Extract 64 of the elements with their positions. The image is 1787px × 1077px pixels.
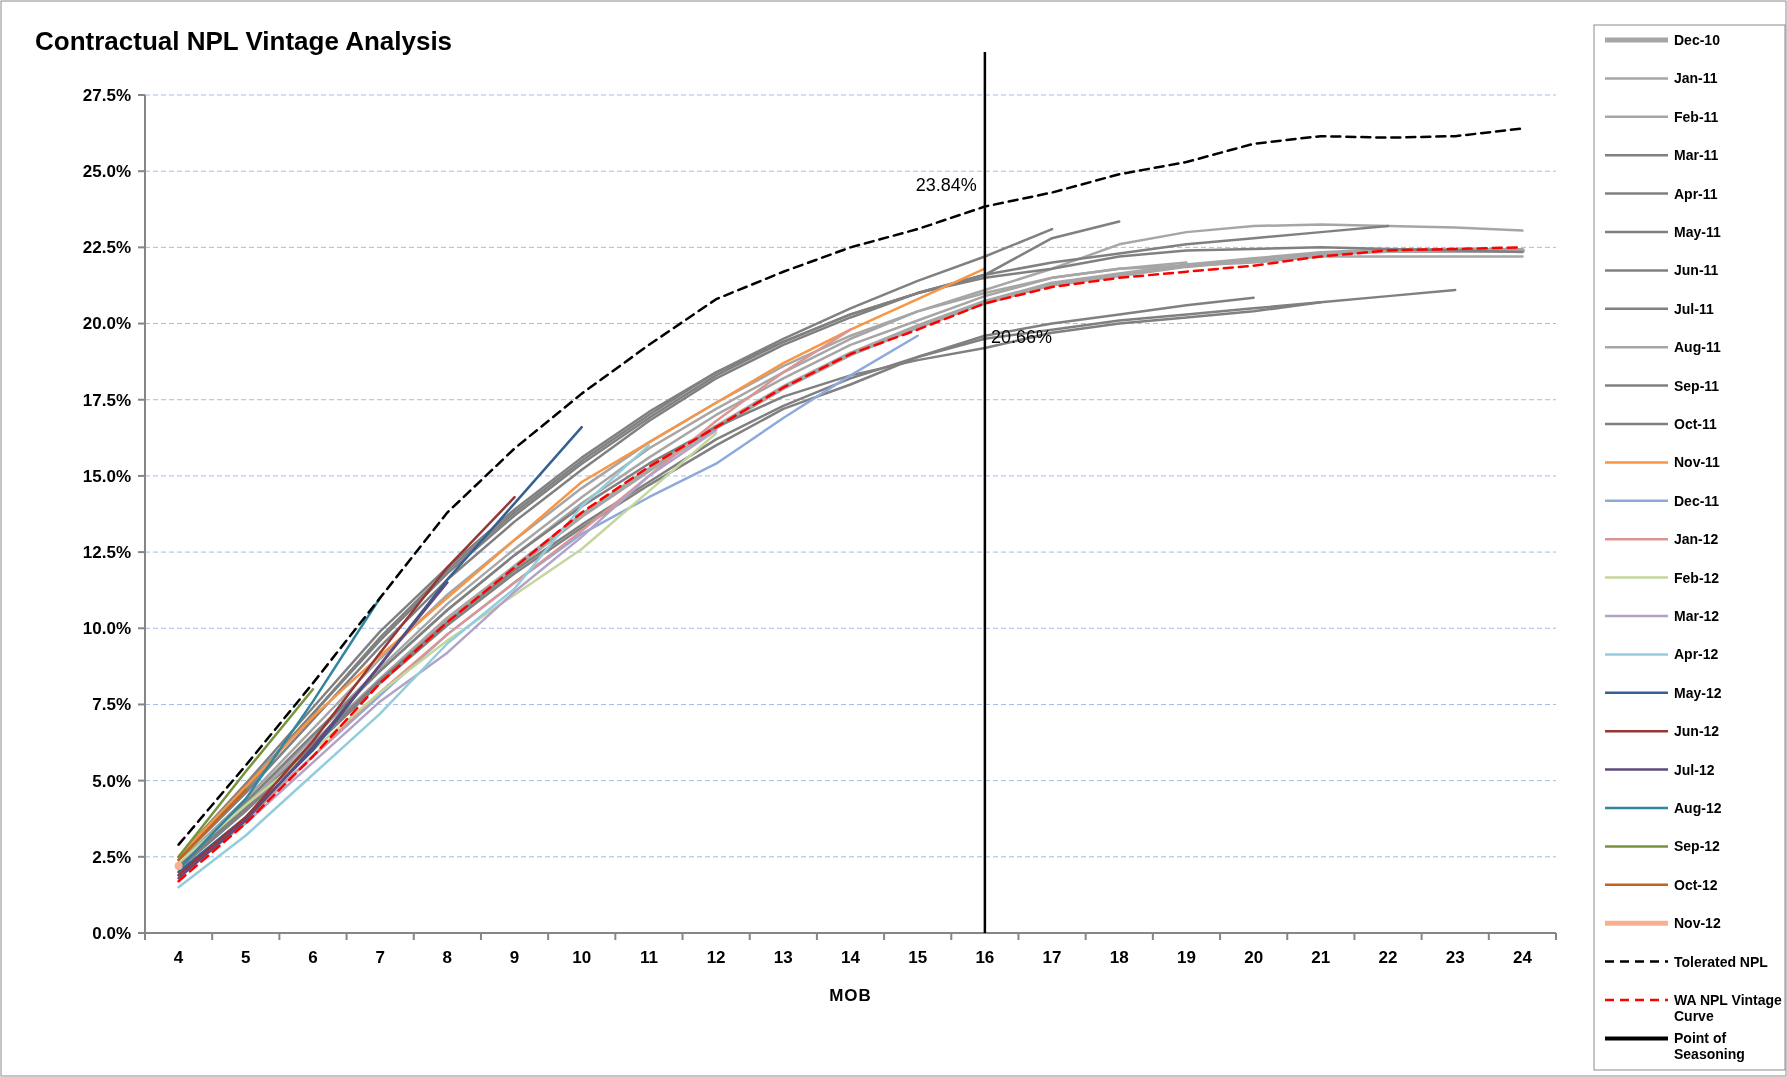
x-tick-label: 24 xyxy=(1512,948,1533,967)
legend-label: Mar-11 xyxy=(1674,147,1719,164)
annotation: 20.66% xyxy=(990,327,1052,348)
y-tick-label: 15.0% xyxy=(82,466,131,486)
y-tick-label: 22.5% xyxy=(82,238,131,258)
legend-label: Mar-12 xyxy=(1674,607,1720,624)
x-tick-label: 4 xyxy=(173,948,184,967)
x-tick-label: 15 xyxy=(908,948,928,967)
y-tick-label: 25.0% xyxy=(82,162,131,182)
legend-label: Aug-12 xyxy=(1674,799,1722,816)
legend-label: Tolerated NPL xyxy=(1674,953,1769,970)
y-tick-label: 20.0% xyxy=(82,314,131,334)
x-tick-label: 5 xyxy=(241,948,251,967)
x-tick-label: 22 xyxy=(1378,948,1398,967)
x-tick-label: 6 xyxy=(308,948,318,967)
x-tick-label: 8 xyxy=(442,948,453,967)
legend-label: Jan-11 xyxy=(1674,70,1718,87)
x-tick-label: 11 xyxy=(639,948,658,967)
legend-label: Jun-11 xyxy=(1674,262,1719,279)
x-tick-label: 18 xyxy=(1109,948,1129,967)
legend-label: Nov-12 xyxy=(1674,915,1721,932)
y-tick-label: 27.5% xyxy=(82,85,131,105)
legend-label: Dec-10 xyxy=(1674,31,1721,48)
legend-label: Apr-11 xyxy=(1674,185,1718,202)
x-tick-label: 9 xyxy=(509,948,520,967)
legend-label: Jul-12 xyxy=(1674,761,1715,778)
legend-label: Point of Seasoning xyxy=(1674,1030,1745,1063)
chart-title: Contractual NPL Vintage Analysis xyxy=(35,26,453,56)
x-tick-label: 10 xyxy=(572,948,592,967)
x-tick-label: 16 xyxy=(975,948,995,967)
y-tick-label: 0.0% xyxy=(92,923,131,943)
x-tick-label: 17 xyxy=(1042,948,1062,967)
x-tick-label: 20 xyxy=(1244,948,1264,967)
legend-label: Feb-12 xyxy=(1674,569,1720,586)
legend-label: Oct-11 xyxy=(1674,415,1718,432)
legend-label: Sep-12 xyxy=(1674,838,1721,855)
legend-label: WA NPL Vintage Curve xyxy=(1674,991,1783,1024)
x-tick-label: 7 xyxy=(375,948,385,967)
legend-label: Feb-11 xyxy=(1674,108,1719,125)
annotation: 23.84% xyxy=(915,174,977,195)
x-tick-label: 19 xyxy=(1176,948,1196,967)
x-tick-label: 23 xyxy=(1445,948,1465,967)
legend-label: Jan-12 xyxy=(1674,531,1719,548)
x-tick-label: 21 xyxy=(1311,948,1331,967)
y-tick-label: 10.0% xyxy=(82,619,131,639)
legend-label: Jun-12 xyxy=(1674,723,1720,740)
x-tick-label: 12 xyxy=(706,948,726,967)
x-tick-label: 14 xyxy=(841,948,861,967)
y-tick-label: 2.5% xyxy=(92,847,131,867)
legend-label: Nov-11 xyxy=(1674,454,1721,471)
x-axis-title: MOB xyxy=(829,986,872,1005)
y-tick-label: 17.5% xyxy=(82,390,131,410)
y-tick-label: 7.5% xyxy=(92,695,131,715)
y-tick-label: 5.0% xyxy=(92,771,131,791)
y-tick-label: 12.5% xyxy=(82,543,131,563)
legend-label: May-11 xyxy=(1674,223,1721,240)
x-tick-label: 13 xyxy=(773,948,793,967)
legend-label: Aug-11 xyxy=(1674,339,1721,356)
legend-label: Sep-11 xyxy=(1674,377,1720,394)
legend-label: Apr-12 xyxy=(1674,646,1719,663)
legend-label: Oct-12 xyxy=(1674,876,1718,893)
legend-label: Jul-11 xyxy=(1674,300,1714,317)
legend-label: May-12 xyxy=(1674,684,1722,701)
legend-label: Dec-11 xyxy=(1674,492,1720,509)
